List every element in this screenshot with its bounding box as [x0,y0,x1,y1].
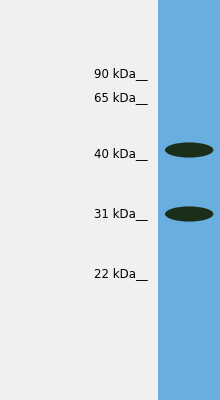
Ellipse shape [165,206,213,222]
Text: 65 kDa__: 65 kDa__ [94,92,147,104]
Text: 31 kDa__: 31 kDa__ [94,208,147,220]
FancyBboxPatch shape [158,0,220,400]
Ellipse shape [165,142,213,158]
Text: 22 kDa__: 22 kDa__ [94,268,147,280]
Text: 90 kDa__: 90 kDa__ [94,68,147,80]
Text: 40 kDa__: 40 kDa__ [94,148,147,160]
